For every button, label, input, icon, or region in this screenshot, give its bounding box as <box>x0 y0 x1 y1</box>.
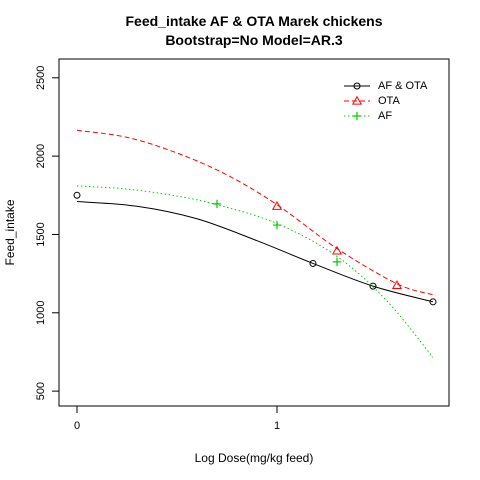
y-tick-label: 500 <box>35 382 47 400</box>
legend-label: OTA <box>378 95 400 107</box>
legend-item-ota: OTA <box>344 95 400 107</box>
series-af <box>76 185 434 358</box>
y-axis-title: Feed_intake <box>3 199 17 265</box>
series-ota <box>76 129 434 296</box>
series-af-ota <box>73 191 437 306</box>
data-point-af-ota <box>429 298 437 306</box>
legend-item-af: AF <box>344 110 392 122</box>
x-axis-title: Log Dose(mg/kg feed) <box>195 451 314 465</box>
data-point-ota <box>271 201 283 210</box>
legend-item-af-ota: AF & OTA <box>344 80 428 92</box>
data-point-af-ota <box>369 282 377 290</box>
data-point-ota <box>331 245 343 255</box>
series-line-af-ota <box>76 201 434 303</box>
data-point-af-ota <box>73 191 81 199</box>
y-tick-label: 1500 <box>35 222 47 246</box>
data-point-af <box>272 220 282 230</box>
y-tick-label: 1000 <box>35 301 47 325</box>
legend-marker <box>351 95 363 105</box>
data-point-af <box>332 257 342 267</box>
data-point-af-ota <box>309 259 317 267</box>
legend-label: AF <box>378 110 392 122</box>
chart-title-line-2: Bootstrap=No Model=AR.3 <box>165 32 343 48</box>
legend-marker <box>353 82 361 90</box>
y-tick-label: 2500 <box>35 66 47 90</box>
y-tick-label: 2000 <box>35 144 47 168</box>
x-tick-label: 1 <box>274 420 280 432</box>
legend: AF & OTA OTA AF <box>344 80 428 122</box>
series-line-af <box>76 185 434 358</box>
series-layer <box>73 129 437 358</box>
chart-title-line-1: Feed_intake AF & OTA Marek chickens <box>125 13 382 29</box>
x-tick-label: 0 <box>74 420 80 432</box>
data-point-ota <box>391 280 403 290</box>
legend-label: AF & OTA <box>378 80 428 92</box>
series-line-ota <box>76 129 434 296</box>
y-axis: 500 1000 1500 2000 2500 <box>35 66 60 400</box>
legend-marker <box>352 111 362 121</box>
data-point-af <box>212 199 222 209</box>
